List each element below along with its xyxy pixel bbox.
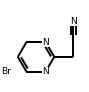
Text: N: N: [70, 17, 77, 26]
Text: N: N: [42, 38, 49, 47]
Text: N: N: [42, 67, 49, 76]
Text: Br: Br: [1, 67, 11, 76]
